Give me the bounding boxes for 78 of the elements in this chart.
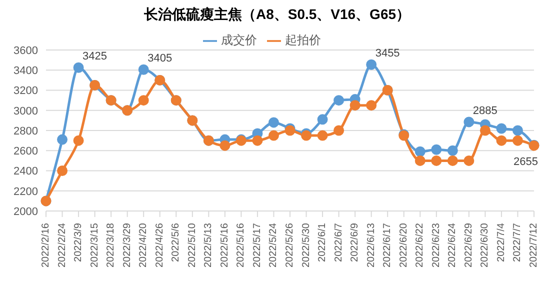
x-tick-label: 2022/7/7 xyxy=(512,222,524,262)
point xyxy=(220,140,230,151)
x-tick-label: 2022/6/30 xyxy=(480,222,491,268)
x-tick-label: 2022/3/15 xyxy=(89,222,100,268)
point xyxy=(350,100,360,111)
point xyxy=(334,95,344,106)
point xyxy=(447,145,458,156)
x-tick-label: 2022/3/29 xyxy=(122,222,133,268)
y-tick-label: 3000 xyxy=(14,105,38,118)
x-tick-label: 2022/4/26 xyxy=(154,222,166,268)
x-tick-label: 2022/4/20 xyxy=(138,222,150,268)
point xyxy=(464,116,474,128)
point xyxy=(73,135,84,146)
x-tick-label: 2022/6/20 xyxy=(398,222,410,268)
x-tick-label: 2022/5/16 xyxy=(236,222,247,268)
legend-label: 成交价 xyxy=(221,33,257,47)
x-tick-label: 2022/6/17 xyxy=(382,222,394,268)
point xyxy=(268,130,279,141)
x-tick-label: 2022/5/10 xyxy=(186,222,198,268)
point xyxy=(252,135,263,146)
x-tick-label: 2022/7/12 xyxy=(528,222,540,268)
x-tick-label: 2022/5/16 xyxy=(219,222,230,268)
data-label: 2655 xyxy=(514,156,538,168)
x-tick-label: 2022/5/17 xyxy=(252,222,263,268)
data-label: 3425 xyxy=(82,50,108,63)
x-tick-label: 2022/6/22 xyxy=(414,222,426,268)
x-tick-label: 2022/2/16 xyxy=(40,222,52,268)
y-tick-label: 2600 xyxy=(14,146,38,158)
point xyxy=(366,100,377,111)
point xyxy=(512,125,523,136)
point xyxy=(57,166,68,176)
point xyxy=(268,117,279,128)
point xyxy=(138,64,149,75)
chart-title: 长治低硫瘦主焦（A8、S0.5、V16、G65） xyxy=(142,5,412,24)
x-tick-label: 2022/5/30 xyxy=(300,222,312,268)
x-tick-label: 2022/2/24 xyxy=(56,222,68,268)
x-tick-label: 2022/6/23 xyxy=(430,222,442,268)
y-tick-label: 2800 xyxy=(14,125,38,138)
x-tick-label: 2022/5/24 xyxy=(268,222,280,268)
point xyxy=(414,155,426,166)
point xyxy=(317,130,328,141)
point xyxy=(496,135,507,146)
x-tick-label: 2022/6/13 xyxy=(366,222,377,268)
y-tick-label: 2200 xyxy=(14,186,38,198)
data-label: 3405 xyxy=(148,52,172,65)
point xyxy=(73,62,84,73)
x-tick-label: 2022/6/9 xyxy=(350,222,361,262)
x-tick-label: 2022/7/4 xyxy=(496,222,507,262)
y-tick-label: 3400 xyxy=(14,65,38,78)
point xyxy=(57,134,68,145)
data-label: 2885 xyxy=(472,104,498,117)
point xyxy=(414,146,426,157)
x-tick-label: 2022/5/6 xyxy=(170,222,182,262)
point xyxy=(366,59,377,70)
y-tick-label: 3600 xyxy=(14,44,38,57)
legend-label: 起拍价 xyxy=(285,33,321,47)
point xyxy=(480,125,490,136)
x-tick-label: 2022/6/1 xyxy=(317,222,328,262)
x-tick-label: 2022/5/13 xyxy=(203,222,214,268)
point xyxy=(512,135,523,146)
x-tick-label: 2022/6/7 xyxy=(333,222,344,262)
x-tick-label: 2022/6/29 xyxy=(463,222,474,268)
point xyxy=(496,123,507,134)
x-tick-label: 2022/6/24 xyxy=(447,222,458,268)
point xyxy=(464,155,474,166)
y-tick-label: 2400 xyxy=(14,166,38,178)
data-label: 3455 xyxy=(375,48,400,60)
point xyxy=(317,114,328,125)
y-tick-label: 2000 xyxy=(14,206,38,218)
x-tick-label: 2022/3/9 xyxy=(73,222,84,262)
y-tick-label: 3200 xyxy=(14,85,38,98)
point xyxy=(334,125,344,136)
x-tick-label: 2022/3/18 xyxy=(106,222,117,268)
point xyxy=(138,95,149,106)
point xyxy=(431,155,442,166)
point xyxy=(447,155,458,166)
x-tick-label: 2022/5/26 xyxy=(284,222,296,268)
point xyxy=(431,144,442,155)
